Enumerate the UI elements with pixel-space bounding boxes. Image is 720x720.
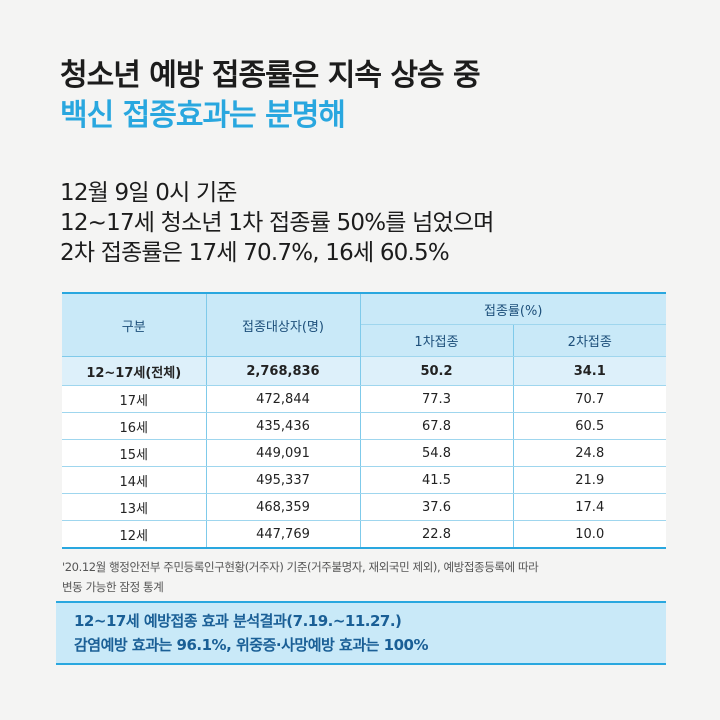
row-dose1: 67.8 [359,412,514,440]
header-dose1: 1차접종 [360,324,514,357]
row-target: 2,768,836 [205,356,361,386]
row-dose1: 50.2 [359,356,514,386]
table-row: 15세 449,091 54.8 24.8 [62,439,666,467]
subtitle-line3: 2차 접종률은 17세 70.7%, 16세 60.5% [60,240,450,266]
row-dose1: 41.5 [359,466,514,494]
source-note-line2: 변동 가능한 잠정 통계 [62,580,164,594]
page-title-line1: 청소년 예방 접종률은 지속 상승 중 [60,58,481,93]
row-label: 12세 [62,520,207,549]
source-note: '20.12월 행정안전부 주민등록인구현황(거주자) 기준(거주불명자, 재외… [62,557,539,597]
result-summary-box: 12~17세 예방접종 효과 분석결과(7.19.~11.27.) 감염예방 효… [56,601,666,665]
subtitle: 12월 9일 0시 기준 12~17세 청소년 1차 접종률 50%를 넘었으며… [60,178,494,268]
table-row-total: 12~17세(전체) 2,768,836 50.2 34.1 [62,356,666,386]
result-line2: 감염예방 효과는 96.1%, 위중증·사망예방 효과는 100% [74,636,429,654]
source-note-line1: '20.12월 행정안전부 주민등록인구현황(거주자) 기준(거주불명자, 재외… [62,560,539,574]
row-dose1: 37.6 [359,493,514,521]
result-line1: 12~17세 예방접종 효과 분석결과(7.19.~11.27.) [74,612,402,630]
row-dose2: 10.0 [512,520,666,549]
table-row: 12세 447,769 22.8 10.0 [62,520,666,549]
row-target: 495,337 [205,466,361,494]
row-label: 16세 [62,412,207,440]
row-label: 13세 [62,493,207,521]
header-rate: 접종률(%) [359,292,666,325]
table-row: 14세 495,337 41.5 21.9 [62,466,666,494]
table-row: 13세 468,359 37.6 17.4 [62,493,666,521]
row-dose2: 24.8 [512,439,666,467]
row-dose2: 60.5 [512,412,666,440]
row-target: 449,091 [205,439,361,467]
header-target: 접종대상자(명) [205,292,361,357]
row-dose1: 54.8 [359,439,514,467]
page-title-line2: 백신 접종효과는 분명해 [60,98,346,133]
table-row: 17세 472,844 77.3 70.7 [62,385,666,413]
vaccination-table: 구분 접종대상자(명) 접종률(%) 1차접종 2차접종 12~17세(전체) … [62,292,666,549]
row-target: 468,359 [205,493,361,521]
row-dose2: 17.4 [512,493,666,521]
row-dose2: 21.9 [512,466,666,494]
header-dose2: 2차접종 [512,324,666,357]
header-category: 구분 [62,292,207,357]
row-target: 447,769 [205,520,361,549]
row-dose1: 22.8 [359,520,514,549]
table-row: 16세 435,436 67.8 60.5 [62,412,666,440]
row-target: 472,844 [205,385,361,413]
row-label: 17세 [62,385,207,413]
subtitle-line2: 12~17세 청소년 1차 접종률 50%를 넘었으며 [60,210,494,236]
row-label: 12~17세(전체) [62,356,207,386]
subtitle-line1: 12월 9일 0시 기준 [60,180,237,206]
row-dose1: 77.3 [359,385,514,413]
row-dose2: 70.7 [512,385,666,413]
row-label: 14세 [62,466,207,494]
row-target: 435,436 [205,412,361,440]
row-dose2: 34.1 [512,356,666,386]
row-label: 15세 [62,439,207,467]
